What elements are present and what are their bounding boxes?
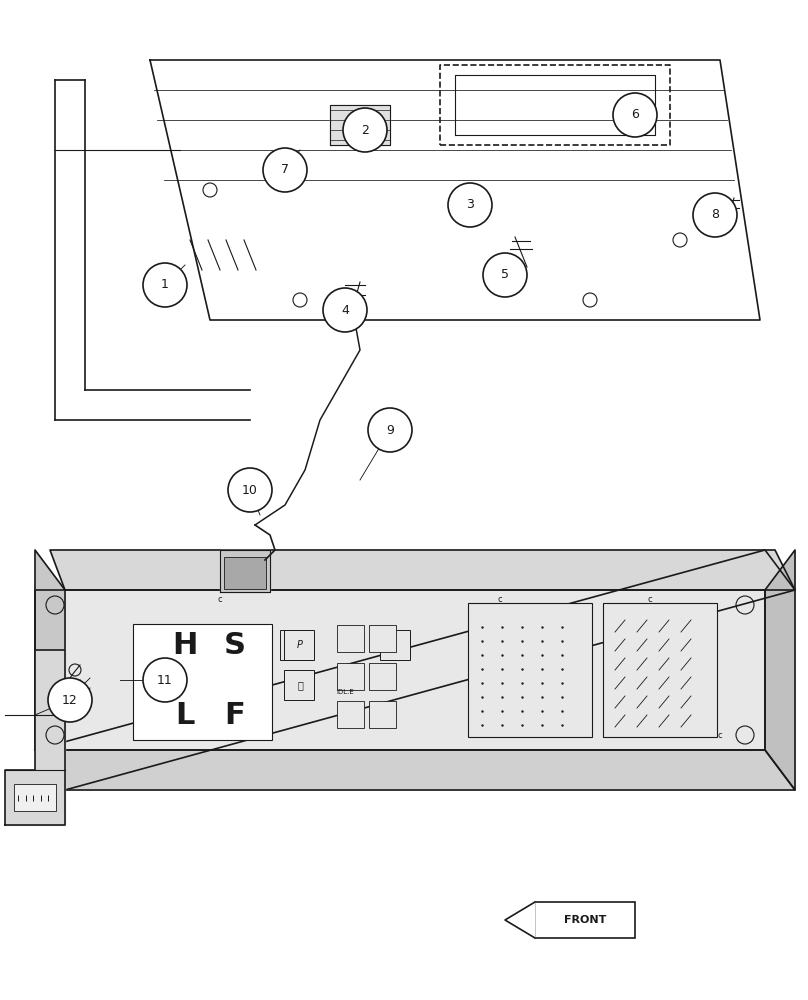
FancyBboxPatch shape — [337, 663, 364, 690]
FancyBboxPatch shape — [603, 603, 717, 737]
Text: F: F — [225, 700, 246, 730]
Text: 10: 10 — [242, 484, 258, 497]
Circle shape — [143, 658, 187, 702]
Text: 6: 6 — [631, 108, 639, 121]
FancyBboxPatch shape — [224, 557, 266, 589]
Polygon shape — [505, 902, 535, 938]
FancyBboxPatch shape — [14, 784, 56, 811]
Text: 4: 4 — [341, 304, 349, 316]
FancyBboxPatch shape — [369, 663, 396, 690]
Polygon shape — [35, 550, 65, 790]
FancyBboxPatch shape — [369, 701, 396, 728]
FancyBboxPatch shape — [337, 625, 364, 652]
Polygon shape — [765, 550, 795, 790]
Text: 7: 7 — [281, 163, 289, 176]
FancyBboxPatch shape — [337, 701, 364, 728]
FancyBboxPatch shape — [284, 630, 314, 660]
Text: FRONT: FRONT — [564, 915, 606, 925]
Polygon shape — [35, 750, 795, 790]
Text: 8: 8 — [711, 209, 719, 222]
Polygon shape — [35, 590, 765, 750]
FancyBboxPatch shape — [133, 624, 272, 740]
Text: ⏻: ⏻ — [297, 680, 303, 690]
Text: S: S — [224, 631, 246, 660]
Text: H: H — [172, 631, 198, 660]
FancyBboxPatch shape — [284, 670, 314, 700]
FancyBboxPatch shape — [280, 630, 310, 660]
Text: c: c — [217, 730, 222, 740]
Text: 11: 11 — [157, 674, 173, 686]
Circle shape — [368, 408, 412, 452]
Circle shape — [483, 253, 527, 297]
Circle shape — [263, 148, 307, 192]
Text: 5: 5 — [501, 268, 509, 282]
FancyBboxPatch shape — [369, 625, 396, 652]
Text: c: c — [498, 595, 503, 604]
Circle shape — [228, 468, 272, 512]
Text: 1: 1 — [161, 278, 169, 292]
Text: 3: 3 — [466, 198, 474, 212]
Circle shape — [323, 288, 367, 332]
Text: c: c — [648, 595, 652, 604]
Circle shape — [143, 263, 187, 307]
Text: 2: 2 — [361, 124, 369, 137]
FancyBboxPatch shape — [380, 630, 410, 660]
Polygon shape — [35, 550, 795, 790]
Circle shape — [693, 193, 737, 237]
Text: 9: 9 — [386, 424, 394, 436]
Text: c: c — [217, 595, 222, 604]
Circle shape — [613, 93, 657, 137]
Text: c: c — [498, 730, 503, 740]
Circle shape — [48, 678, 92, 722]
Text: IDL.E: IDL.E — [336, 689, 354, 695]
Polygon shape — [220, 550, 270, 592]
Polygon shape — [5, 650, 65, 825]
Text: L: L — [175, 700, 195, 730]
Circle shape — [448, 183, 492, 227]
FancyBboxPatch shape — [535, 902, 635, 938]
Polygon shape — [50, 550, 795, 590]
FancyBboxPatch shape — [468, 603, 592, 737]
Polygon shape — [330, 105, 390, 145]
Text: c: c — [718, 730, 722, 740]
Circle shape — [343, 108, 387, 152]
Text: P: P — [297, 640, 303, 650]
Text: 12: 12 — [62, 694, 78, 706]
